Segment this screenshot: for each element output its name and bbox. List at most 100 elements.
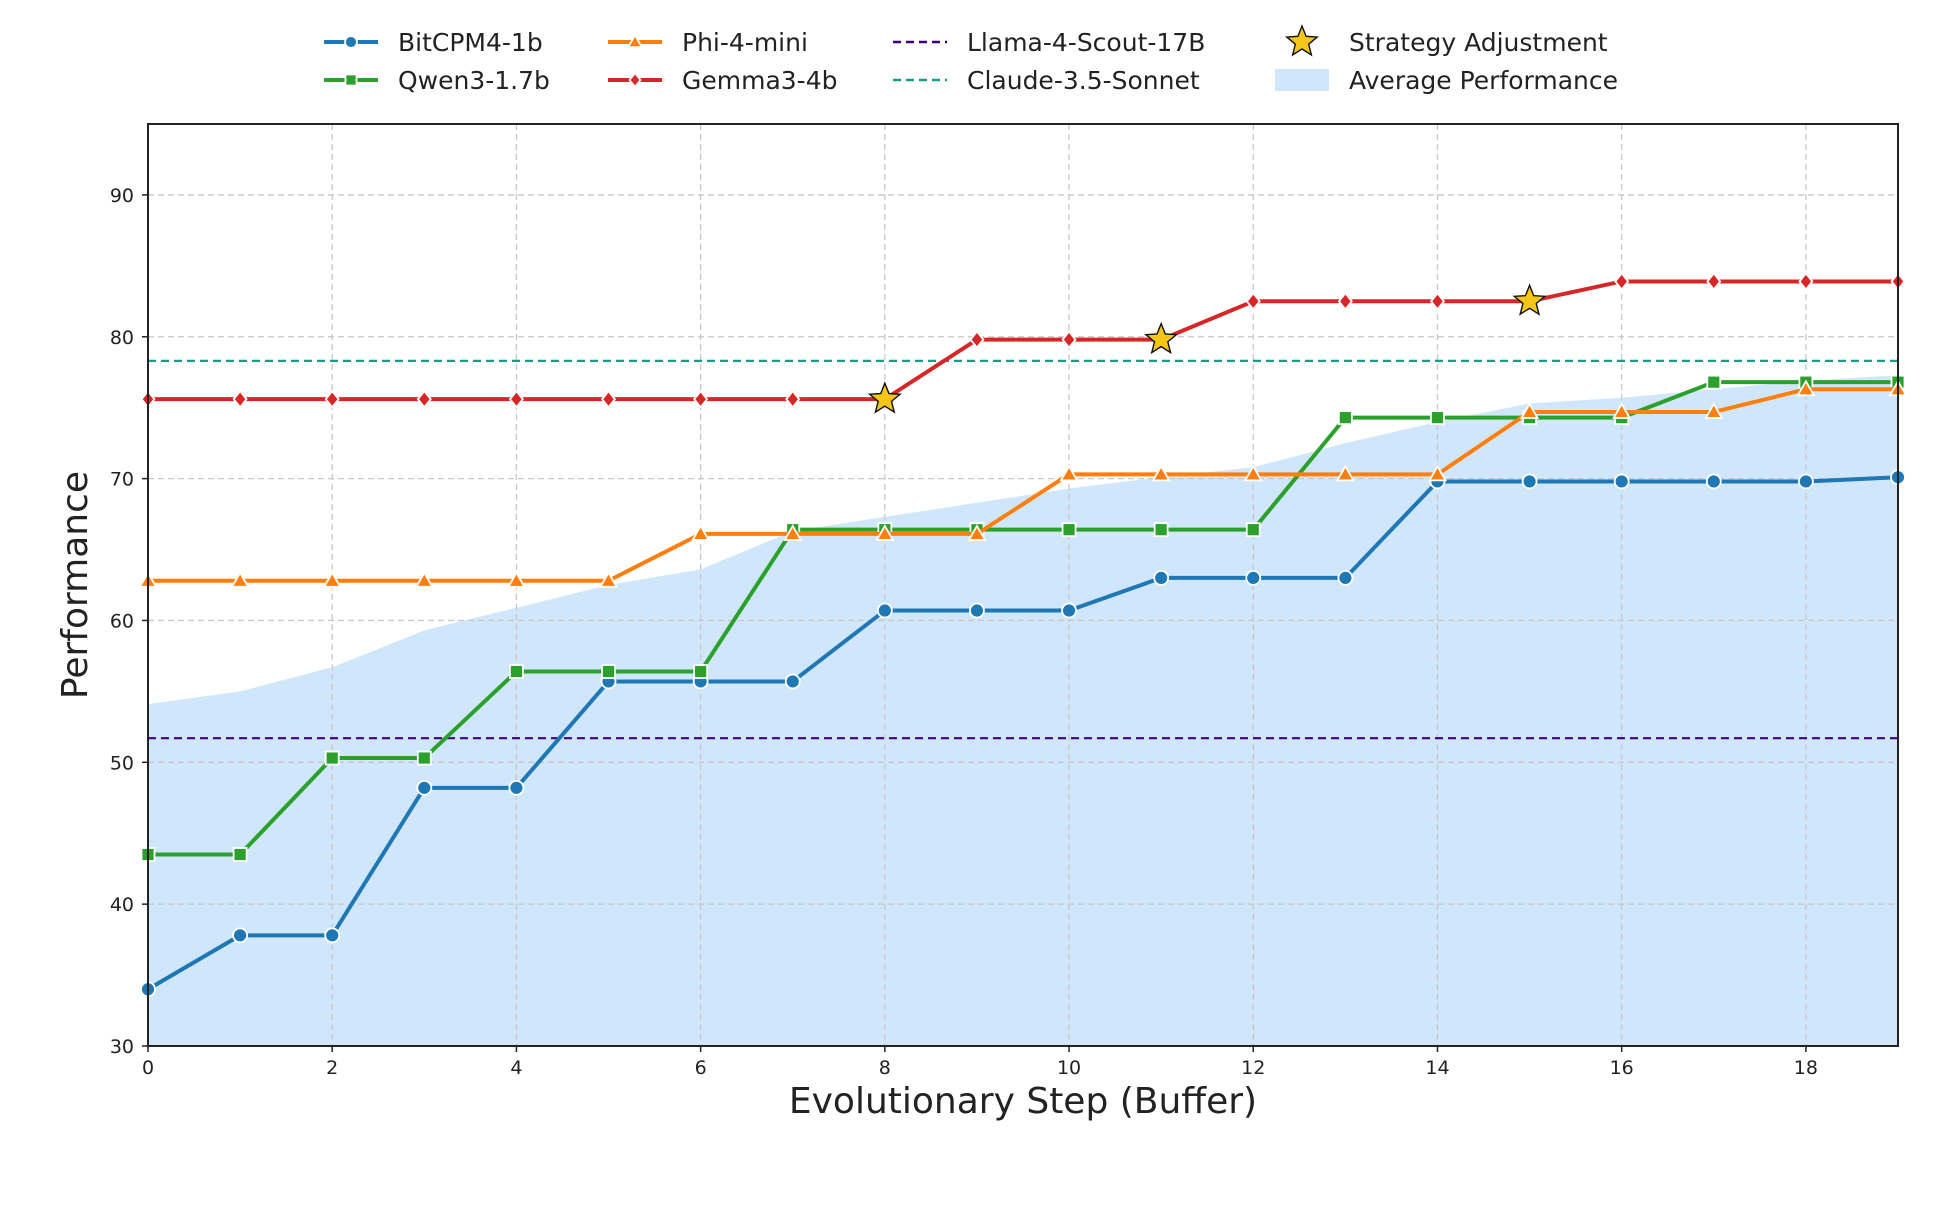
data-point-bitcpm4-1b — [1245, 570, 1262, 586]
data-point-phi-4-mini — [1520, 402, 1540, 419]
data-point-qwen3-1-7b — [509, 664, 524, 679]
legend-item-phi-4-mini: Phi-4-mini — [608, 28, 808, 57]
data-point-phi-4-mini — [875, 524, 895, 541]
data-point-phi-4-mini — [1796, 379, 1816, 397]
data-point-qwen3-1-7b — [416, 750, 432, 766]
data-point-bitcpm4-1b — [969, 602, 985, 619]
data-point-gemma3-4b — [508, 389, 524, 409]
data-point-bitcpm4-1b — [1613, 473, 1630, 490]
data-point-bitcpm4-1b — [1797, 473, 1814, 490]
data-point-phi-4-mini — [598, 570, 619, 588]
data-point-gemma3-4b — [1245, 291, 1261, 311]
legend-circle-icon — [344, 35, 358, 49]
y-tick-label: 40 — [110, 894, 134, 916]
data-point-gemma3-4b — [1706, 272, 1722, 291]
data-point-qwen3-1-7b — [693, 664, 709, 679]
legend-item-gemma3-4b: Gemma3-4b — [608, 66, 837, 95]
data-point-qwen3-1-7b — [1153, 522, 1169, 538]
data-point-phi-4-mini — [1427, 464, 1448, 482]
strategy-adjustment-star-icon — [1144, 321, 1179, 355]
data-point-qwen3-1-7b — [1430, 410, 1445, 426]
data-point-phi-4-mini — [1335, 464, 1355, 482]
y-axis-ticks: 30 40 50 60 70 80 90 — [110, 185, 148, 1058]
legend-label: Qwen3-1.7b — [398, 66, 550, 95]
legend-label: Phi-4-mini — [682, 28, 808, 57]
data-point-gemma3-4b — [416, 389, 432, 409]
data-point-phi-4-mini — [230, 570, 250, 588]
y-tick-label: 70 — [110, 469, 134, 491]
data-point-phi-4-mini — [506, 570, 526, 588]
data-point-phi-4-mini — [1612, 402, 1632, 419]
strategy-adjustment-layer — [867, 283, 1547, 414]
data-point-gemma3-4b — [785, 389, 801, 409]
legend-diamond-icon — [628, 71, 642, 89]
strategy-adjustment-star-icon — [1512, 283, 1547, 316]
legend-item-bitcpm4-1b: BitCPM4-1b — [324, 28, 543, 57]
data-point-phi-4-mini — [691, 524, 711, 541]
y-tick-label: 60 — [110, 610, 134, 632]
legend-item-qwen3-1-7b: Qwen3-1.7b — [324, 66, 550, 95]
data-point-gemma3-4b — [1429, 291, 1446, 311]
y-tick-label: 50 — [110, 752, 134, 774]
data-point-gemma3-4b — [232, 389, 248, 409]
data-point-bitcpm4-1b — [784, 673, 801, 690]
x-tick-label: 8 — [879, 1057, 891, 1079]
plot-area — [138, 123, 1908, 1047]
data-point-bitcpm4-1b — [508, 779, 525, 796]
legend-item-claude-3-5-sonnet: Claude-3.5-Sonnet — [893, 66, 1200, 95]
x-tick-label: 2 — [326, 1057, 338, 1079]
legend-label: BitCPM4-1b — [398, 28, 543, 57]
data-point-qwen3-1-7b — [1061, 522, 1077, 538]
series-layer — [138, 272, 1908, 998]
y-tick-label: 30 — [110, 1036, 134, 1058]
average-band-layer — [148, 375, 1898, 1046]
data-point-qwen3-1-7b — [1245, 522, 1261, 538]
series-phi-4-mini — [138, 379, 1908, 588]
legend-label: Average Performance — [1349, 66, 1618, 95]
legend-label: Llama-4-Scout-17B — [967, 28, 1205, 57]
data-point-phi-4-mini — [1059, 464, 1079, 482]
strategy-adjustment-star-icon — [867, 381, 902, 414]
data-point-bitcpm4-1b — [324, 927, 341, 944]
legend-label: Claude-3.5-Sonnet — [967, 66, 1200, 95]
data-point-bitcpm4-1b — [1153, 570, 1170, 586]
data-point-phi-4-mini — [1243, 464, 1263, 482]
data-point-gemma3-4b — [1337, 291, 1353, 311]
x-tick-label: 0 — [142, 1057, 154, 1079]
data-point-gemma3-4b — [1798, 272, 1814, 291]
data-point-qwen3-1-7b — [232, 847, 248, 862]
average-performance-area — [148, 375, 1898, 1046]
x-tick-label: 16 — [1610, 1057, 1634, 1079]
data-point-bitcpm4-1b — [1337, 570, 1354, 586]
data-point-gemma3-4b — [324, 389, 340, 409]
data-point-bitcpm4-1b — [876, 602, 893, 619]
data-point-phi-4-mini — [1151, 464, 1171, 482]
data-point-gemma3-4b — [693, 389, 709, 409]
x-axis-ticks: 0 2 4 6 8 10 12 14 16 18 — [142, 1046, 1818, 1079]
x-tick-label: 10 — [1057, 1057, 1081, 1079]
legend-item-average-performance: Average Performance — [1275, 66, 1618, 95]
data-point-phi-4-mini — [1704, 402, 1724, 419]
data-point-gemma3-4b — [1614, 272, 1630, 291]
x-tick-label: 12 — [1241, 1057, 1265, 1079]
series-line-bitcpm4-1b — [146, 475, 1899, 991]
x-tick-label: 4 — [510, 1057, 522, 1079]
legend-label: Strategy Adjustment — [1349, 28, 1608, 57]
data-point-qwen3-1-7b — [324, 750, 340, 766]
series-line-qwen3-1-7b — [148, 380, 1898, 857]
legend-label: Gemma3-4b — [682, 66, 837, 95]
data-point-bitcpm4-1b — [232, 927, 249, 944]
series-line-phi-4-mini — [148, 387, 1898, 583]
legend-patch-swatch — [1275, 69, 1329, 91]
data-point-qwen3-1-7b — [1337, 410, 1353, 426]
data-point-phi-4-mini — [783, 524, 803, 541]
data-point-qwen3-1-7b — [601, 664, 616, 679]
data-point-gemma3-4b — [969, 330, 985, 350]
data-point-qwen3-1-7b — [1706, 374, 1722, 390]
x-tick-label: 14 — [1425, 1057, 1449, 1079]
data-point-phi-4-mini — [967, 524, 987, 541]
reference-lines-layer — [148, 359, 1898, 740]
legend-triangle-icon — [626, 33, 644, 48]
data-point-phi-4-mini — [322, 570, 342, 588]
